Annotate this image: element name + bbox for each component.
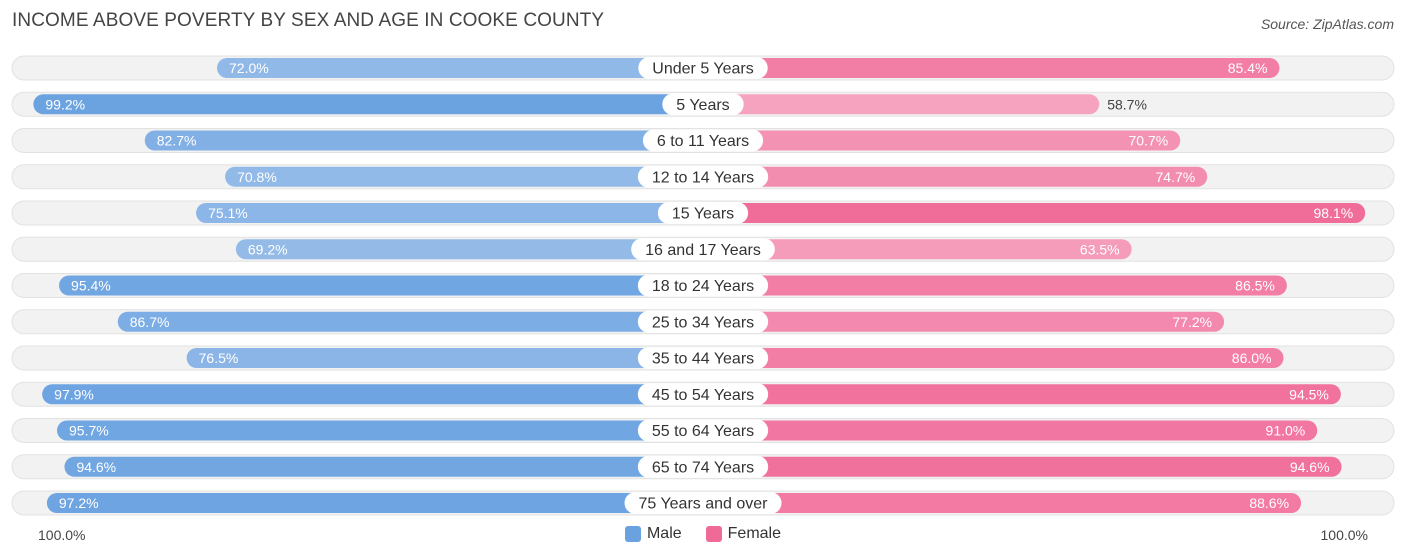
female-value-label: 94.6% xyxy=(1290,459,1330,475)
category-label: 18 to 24 Years xyxy=(652,278,754,295)
female-value-label: 74.7% xyxy=(1156,169,1196,185)
male-value-label: 97.2% xyxy=(59,495,99,511)
category-label: Under 5 Years xyxy=(652,61,753,78)
source-credit: Source: ZipAtlas.com xyxy=(1260,16,1394,32)
category-label: 45 to 54 Years xyxy=(652,387,754,404)
male-bar xyxy=(117,311,703,332)
female-value-label: 94.5% xyxy=(1289,386,1329,402)
female-bar xyxy=(703,420,1318,441)
female-bar xyxy=(703,239,1132,260)
male-value-label: 76.5% xyxy=(199,350,239,366)
female-value-label: 86.0% xyxy=(1232,350,1272,366)
male-bar xyxy=(217,58,703,78)
male-value-label: 97.9% xyxy=(54,386,94,402)
category-pill xyxy=(637,347,769,369)
female-value-label: 77.2% xyxy=(1172,314,1212,330)
category-label: 75 Years and over xyxy=(639,496,769,513)
legend-swatch-female xyxy=(705,526,722,542)
category-pill xyxy=(624,492,782,514)
category-pill xyxy=(637,419,769,442)
male-value-label: 75.1% xyxy=(208,205,248,221)
legend-swatch-male xyxy=(624,526,641,542)
male-value-label: 69.2% xyxy=(248,241,288,257)
female-bar xyxy=(703,58,1280,78)
category-label: 65 to 74 Years xyxy=(652,459,754,476)
category-label: 25 to 34 Years xyxy=(652,314,754,331)
female-bar xyxy=(703,311,1225,332)
female-value-label: 98.1% xyxy=(1313,205,1353,221)
male-bar xyxy=(186,348,703,368)
female-bar xyxy=(703,384,1341,405)
legend-item-female: Female xyxy=(705,525,782,543)
category-label: 6 to 11 Years xyxy=(657,133,749,150)
male-value-label: 82.7% xyxy=(157,133,197,149)
category-label: 12 to 14 Years xyxy=(652,169,754,186)
legend: Male Female xyxy=(0,525,1406,543)
category-pill xyxy=(631,238,775,261)
male-value-label: 99.2% xyxy=(45,96,85,112)
male-value-label: 95.4% xyxy=(71,278,111,294)
female-value-label: 86.5% xyxy=(1235,278,1275,294)
male-bar xyxy=(225,166,703,187)
female-bar xyxy=(703,130,1181,151)
category-label: 35 to 44 Years xyxy=(652,351,754,368)
female-bar xyxy=(703,275,1287,296)
male-bar xyxy=(235,239,703,260)
male-value-label: 94.6% xyxy=(76,459,116,475)
chart-title: INCOME ABOVE POVERTY BY SEX AND AGE IN C… xyxy=(12,10,605,31)
female-value-label: 88.6% xyxy=(1249,495,1289,511)
female-bar xyxy=(703,94,1100,115)
female-value-label: 85.4% xyxy=(1228,60,1268,76)
axis-left-label: 100.0% xyxy=(38,527,86,543)
female-value-label: 58.7% xyxy=(1107,96,1147,112)
male-bar xyxy=(64,456,703,477)
female-bar xyxy=(703,348,1284,368)
male-bar xyxy=(144,130,703,151)
category-label: 16 and 17 Years xyxy=(645,242,761,259)
female-value-label: 63.5% xyxy=(1080,241,1120,257)
female-bar xyxy=(703,456,1342,477)
female-value-label: 91.0% xyxy=(1266,423,1306,439)
male-bar xyxy=(196,203,703,223)
legend-item-male: Male xyxy=(624,525,682,543)
category-pill xyxy=(637,165,769,188)
axis-right-label: 100.0% xyxy=(1320,527,1368,543)
category-pill xyxy=(662,93,744,116)
female-bar xyxy=(703,166,1208,187)
category-pill xyxy=(642,129,764,152)
category-pill xyxy=(637,274,769,297)
category-label: 55 to 64 Years xyxy=(652,423,754,440)
male-bar xyxy=(59,275,704,296)
category-pill xyxy=(638,57,768,79)
male-value-label: 70.8% xyxy=(237,169,277,185)
category-pill xyxy=(657,202,749,224)
male-value-label: 72.0% xyxy=(229,60,269,76)
female-value-label: 70.7% xyxy=(1129,133,1169,149)
legend-label-female: Female xyxy=(727,525,782,542)
category-pill xyxy=(637,310,769,333)
category-pill xyxy=(637,455,769,478)
category-label: 5 Years xyxy=(676,97,729,114)
male-bar xyxy=(46,493,703,513)
male-value-label: 95.7% xyxy=(69,423,109,439)
category-label: 15 Years xyxy=(672,206,734,223)
female-bar xyxy=(703,203,1366,223)
male-bar xyxy=(42,384,704,405)
male-bar xyxy=(33,94,703,115)
legend-label-male: Male xyxy=(646,525,682,542)
male-bar xyxy=(57,420,703,441)
category-pill xyxy=(637,383,769,406)
female-bar xyxy=(703,493,1302,513)
male-value-label: 86.7% xyxy=(130,314,170,330)
